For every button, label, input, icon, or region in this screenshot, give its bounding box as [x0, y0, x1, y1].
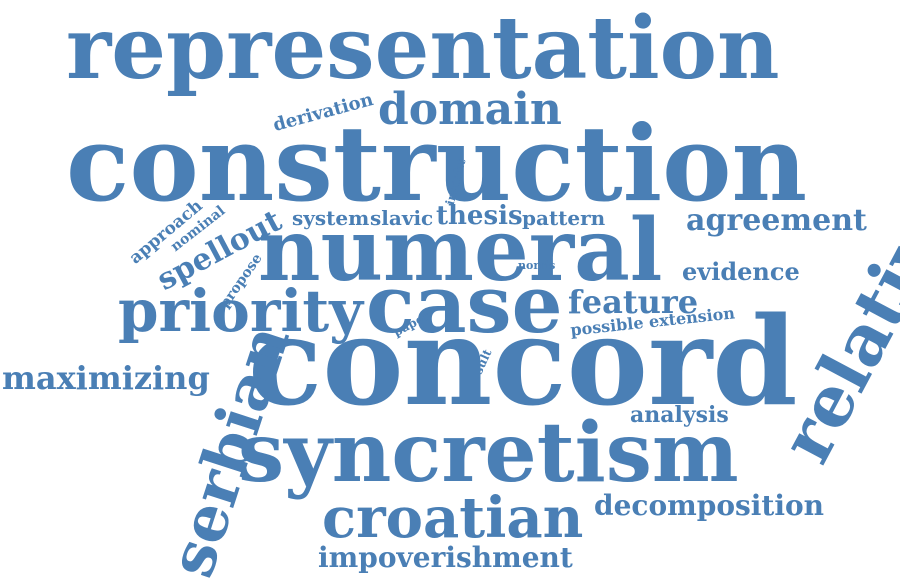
word-syncretism: syncretism: [238, 405, 739, 501]
word-thesis: thesis: [436, 201, 523, 231]
word-decomposition: decomposition: [594, 489, 825, 522]
word-agreement: agreement: [686, 203, 867, 238]
word-slavic: slavic: [370, 206, 434, 230]
word-analysis: analysis: [630, 402, 729, 428]
word-feature: feature: [568, 283, 699, 321]
word-numeral: numeral: [258, 200, 663, 301]
word-priority: priority: [118, 277, 363, 345]
word-case: case: [366, 257, 563, 351]
word-concord: concord: [248, 289, 798, 433]
word-evidence: evidence: [682, 257, 800, 286]
word-system: system: [292, 206, 370, 230]
word-construction: construction: [66, 102, 808, 225]
word-impoverishment: impoverishment: [318, 541, 573, 574]
word-norris: norris: [518, 259, 556, 272]
word-domain: domain: [378, 84, 562, 135]
word-representation: representation: [66, 0, 780, 99]
word-maximizing: maximizing: [2, 359, 210, 397]
word-croatian: croatian: [322, 485, 584, 551]
word-pattern: pattern: [522, 206, 606, 230]
